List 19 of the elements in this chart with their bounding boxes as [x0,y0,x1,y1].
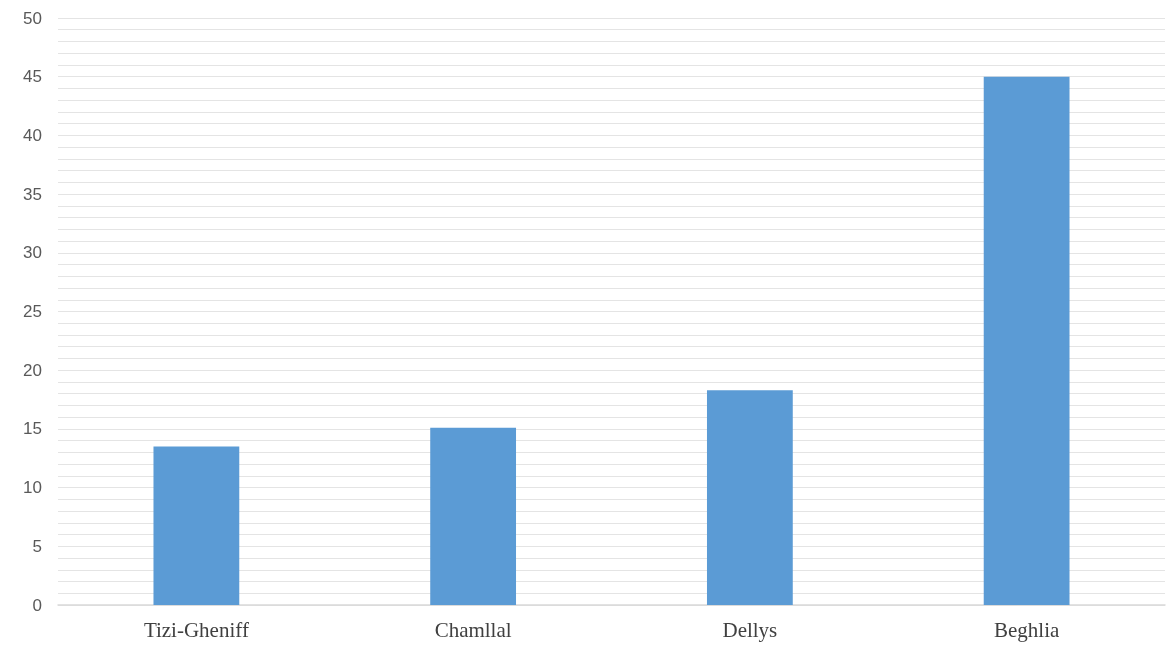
bar [983,76,1070,605]
y-tick-label: 5 [32,536,42,556]
y-tick-label: 30 [23,243,42,263]
y-tick-label: 25 [23,302,42,321]
y-tick-label: 15 [23,419,42,439]
bar [706,390,793,605]
x-tick-label: Tizi-Gheniff [143,617,249,642]
y-tick-label: 40 [23,125,42,145]
bar [430,427,517,605]
y-tick-label: 0 [32,595,42,615]
y-tick-label: 10 [23,478,42,498]
bar [153,446,240,605]
x-tick-label: Chamllal [434,617,512,642]
x-tick-label: Beghlia [993,617,1060,642]
y-tick-label: 50 [23,8,42,28]
y-tick-label: 45 [23,67,42,87]
y-tick-label: 35 [23,184,42,204]
x-tick-label: Dellys [722,617,778,642]
y-tick-label: 20 [23,360,42,380]
